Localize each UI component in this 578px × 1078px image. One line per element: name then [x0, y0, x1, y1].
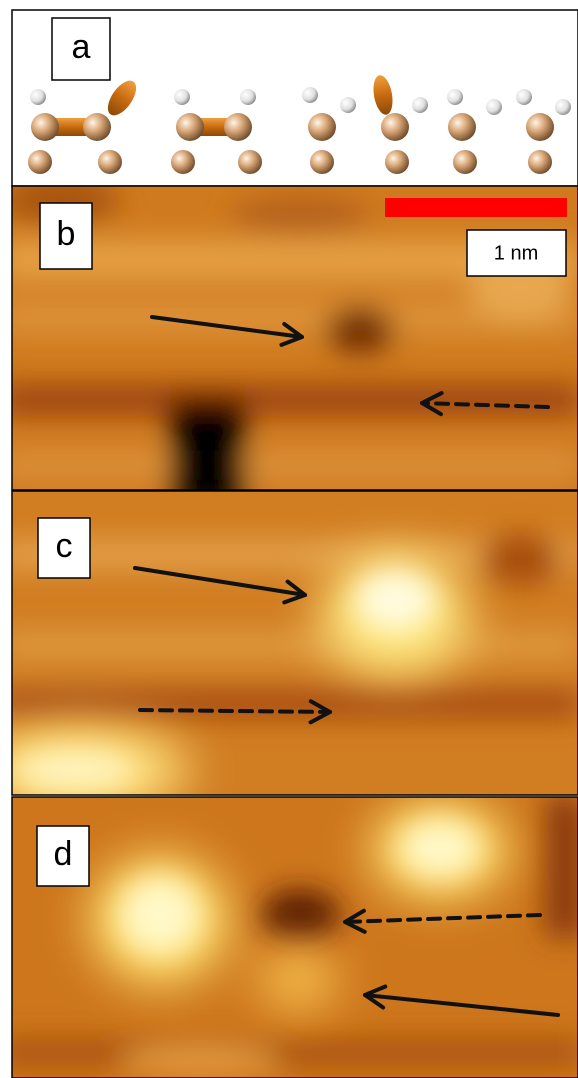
hydrogen: [30, 89, 46, 105]
hydrogen: [174, 89, 190, 105]
atom: [176, 113, 204, 141]
hydrogen: [302, 87, 318, 103]
atom: [98, 150, 122, 174]
atom: [224, 113, 252, 141]
atom: [526, 113, 554, 141]
figure: 1 nm a b c d: [0, 0, 578, 1078]
atom: [31, 113, 59, 141]
hydrogen: [486, 99, 502, 115]
scale-bar: [385, 198, 567, 217]
atom: [83, 113, 111, 141]
hydrogen: [555, 99, 571, 115]
panel-label: c: [56, 527, 73, 565]
atom: [28, 150, 52, 174]
hydrogen: [340, 97, 356, 113]
atom: [381, 113, 409, 141]
panel-label: b: [57, 215, 76, 253]
hydrogen: [447, 89, 463, 105]
atom: [448, 113, 476, 141]
hydrogen: [240, 89, 256, 105]
atom: [310, 150, 334, 174]
panel-label: d: [54, 835, 73, 873]
scale-label: 1 nm: [494, 242, 538, 264]
atom: [308, 113, 336, 141]
hydrogen: [412, 97, 428, 113]
page: 1 nm a b c d (() => { const data = JSON.…: [0, 0, 578, 1078]
atom: [453, 150, 477, 174]
atom: [385, 150, 409, 174]
atom: [238, 150, 262, 174]
atom: [528, 150, 552, 174]
hydrogen: [516, 89, 532, 105]
panel-label: a: [72, 28, 91, 66]
atom: [171, 150, 195, 174]
